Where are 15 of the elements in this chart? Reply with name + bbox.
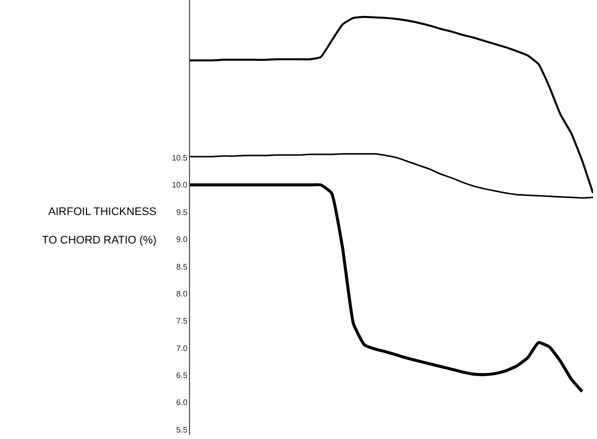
y-tick-label: 10.0 [172, 180, 188, 190]
line-series [190, 153, 593, 199]
y-tick-label: 6.0 [176, 398, 188, 408]
y-tick-label: 7.0 [176, 344, 188, 353]
y-tick-label: 8.5 [176, 262, 188, 272]
line-series [190, 183, 584, 393]
y-tick-label: 7.5 [176, 316, 188, 326]
y-tick-label: 5.5 [176, 425, 188, 434]
y-tick-label: 9.5 [176, 208, 188, 217]
y-tick-label: 6.5 [176, 370, 188, 380]
y-tick-label: 10.5 [172, 153, 188, 162]
y-tick-label: 9.0 [176, 235, 188, 244]
y-tick-label: 8.0 [176, 289, 188, 298]
line-series [190, 16, 593, 194]
text: AIRFOIL THICKNESS TO CHORD RATIO (%) [42, 206, 156, 247]
